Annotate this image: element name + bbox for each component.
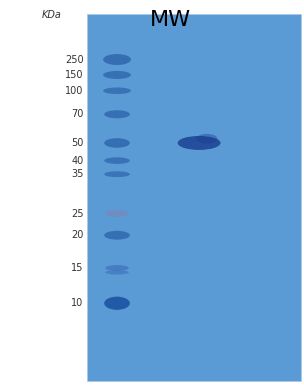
- Ellipse shape: [104, 171, 130, 177]
- Ellipse shape: [103, 71, 131, 79]
- Ellipse shape: [178, 136, 221, 150]
- Text: 150: 150: [65, 70, 84, 80]
- Ellipse shape: [103, 54, 131, 65]
- Ellipse shape: [196, 134, 218, 144]
- Text: 250: 250: [65, 55, 84, 65]
- Ellipse shape: [104, 157, 130, 164]
- Ellipse shape: [105, 265, 129, 271]
- Ellipse shape: [105, 210, 129, 217]
- Text: 70: 70: [71, 109, 84, 119]
- Text: 100: 100: [65, 86, 84, 96]
- Text: 50: 50: [71, 138, 84, 148]
- Text: 10: 10: [71, 298, 84, 308]
- Ellipse shape: [105, 270, 129, 275]
- Text: KDa: KDa: [42, 10, 62, 20]
- Text: 20: 20: [71, 230, 84, 240]
- Ellipse shape: [104, 231, 130, 240]
- Text: 25: 25: [71, 209, 84, 219]
- Bar: [87, 14, 301, 381]
- Ellipse shape: [104, 296, 130, 310]
- Text: MW: MW: [150, 10, 191, 30]
- Text: 40: 40: [71, 156, 84, 166]
- Ellipse shape: [104, 110, 130, 118]
- Text: 35: 35: [71, 169, 84, 179]
- Text: 15: 15: [71, 263, 84, 273]
- Ellipse shape: [103, 87, 131, 94]
- Ellipse shape: [104, 138, 130, 148]
